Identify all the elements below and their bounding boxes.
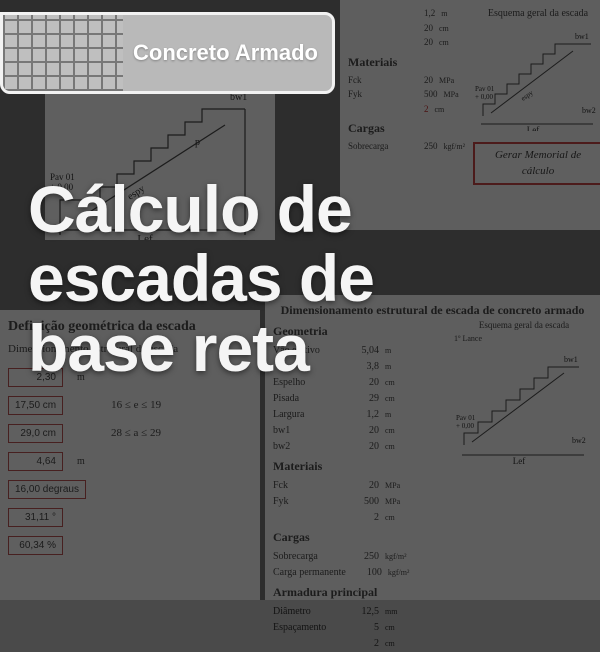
param-row: Espaçamento5cm <box>273 620 448 635</box>
main-title: Cálculo de escadas de base reta <box>28 175 374 383</box>
param-row: 2cm <box>273 636 448 651</box>
title-line-3: base reta <box>28 314 374 383</box>
title-line-1: Cálculo de <box>28 175 374 244</box>
param-row: Diâmetro12,5mm <box>273 604 448 619</box>
header-card: Concreto Armado <box>0 12 335 94</box>
title-line-2: escadas de <box>28 244 374 313</box>
header-category: Concreto Armado <box>123 40 318 65</box>
rebar-mesh-icon <box>3 15 123 91</box>
